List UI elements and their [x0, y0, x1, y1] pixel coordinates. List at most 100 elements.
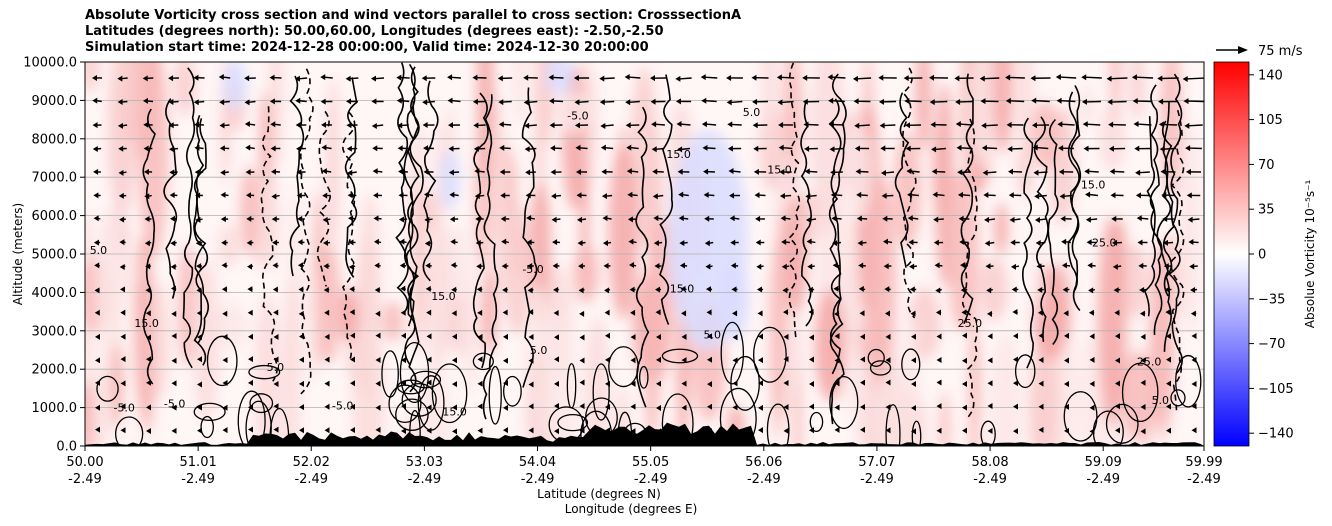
wind-vector [1089, 218, 1098, 221]
wind-vector-head [1081, 74, 1087, 81]
wind-vector-head [473, 145, 479, 152]
wind-vector-head [962, 332, 967, 339]
wind-vector-head [375, 404, 381, 411]
wind-vector-head [852, 75, 858, 82]
colorbar-label: Absolue Vorticity 10⁻⁵s⁻¹ [1303, 180, 1317, 329]
field-patch [915, 62, 932, 153]
wind-vector-head [705, 286, 711, 293]
contour-line [1021, 117, 1035, 369]
wind-vector-head [758, 357, 763, 364]
wind-vector-head [1187, 216, 1193, 223]
wind-vector-head [883, 263, 889, 270]
wind-vector-head [601, 168, 607, 175]
wind-vector-head [554, 334, 559, 341]
x-tick-label-lon: -2.49 [634, 472, 668, 487]
field-patch [1160, 62, 1183, 198]
wind-vector [197, 100, 205, 103]
wind-vector [935, 147, 946, 151]
wind-vector-head [707, 381, 712, 388]
wind-vector-head [830, 191, 836, 198]
wind-vector [451, 99, 461, 103]
wind-vector-head [704, 215, 710, 222]
wind-vector-head [681, 427, 687, 434]
contour-label: 15.0 [767, 163, 792, 176]
wind-vector-head [758, 333, 763, 340]
field-patch [303, 260, 319, 383]
wind-vector-head [94, 309, 100, 316]
wind-vector-head [194, 121, 200, 128]
wind-vector-head [1166, 356, 1171, 363]
wind-vector-head [681, 404, 687, 411]
wind-vector-head [550, 169, 556, 176]
wind-vector-head [981, 122, 987, 129]
contour-line [344, 77, 358, 278]
wind-vector-head [908, 239, 914, 246]
y-tick-label: 10000.0 [23, 56, 77, 71]
field-patch [137, 268, 157, 435]
contour-loop [566, 362, 577, 409]
wind-vector-head [903, 75, 909, 82]
wind-vector-head [399, 238, 405, 245]
field-patch [1031, 101, 1060, 169]
wind-vector-head [272, 286, 278, 293]
wind-vector-head [1140, 357, 1146, 364]
wind-vector-head [554, 428, 559, 435]
contour-loop [472, 352, 494, 371]
wind-vector-head [678, 191, 684, 198]
quiver-key-arrowhead [1238, 46, 1248, 54]
wind-vector-head [1064, 357, 1069, 364]
field-patch [511, 62, 531, 125]
wind-vector-head [807, 286, 813, 293]
wind-vector [248, 123, 256, 126]
wind-vector-head [1166, 333, 1171, 340]
wind-vector-head [145, 263, 151, 270]
wind-vector-head [244, 75, 250, 82]
wind-vector-head [145, 310, 151, 317]
wind-vector-head [732, 310, 738, 317]
colorbar-tick-label: 70 [1258, 158, 1275, 173]
wind-vector-head [806, 238, 812, 245]
wind-vector-head [194, 169, 200, 176]
wind-vector [1038, 194, 1047, 198]
wind-vector [553, 100, 563, 103]
wind-vector-head [936, 427, 942, 434]
wind-vector-head [1165, 309, 1171, 316]
wind-vector-head [885, 333, 891, 340]
wind-vector-head [1111, 215, 1117, 222]
wind-vector-head [197, 356, 202, 363]
wind-vector-head [936, 356, 942, 363]
field-patch [810, 62, 846, 234]
wind-vector-head [1034, 193, 1040, 200]
wind-vector-head [729, 215, 735, 222]
contour-loop [1063, 391, 1098, 442]
wind-vector [324, 76, 333, 79]
wind-vector-head [423, 191, 429, 198]
wind-vector-head [1113, 287, 1119, 294]
wind-vector-head [171, 333, 177, 340]
wind-vector-head [451, 286, 457, 293]
wind-vector-head [1137, 239, 1143, 246]
wind-vector-head [1011, 286, 1017, 293]
wind-vector-head [1006, 121, 1012, 128]
wind-vector-head [553, 310, 559, 317]
wind-vector [1060, 100, 1076, 103]
wind-vector-head [554, 356, 559, 363]
wind-vector [682, 193, 689, 197]
contour-label: 25.0 [1137, 355, 1162, 368]
wind-vector [983, 77, 1000, 80]
x-tick-label-lat: 57.07 [858, 455, 895, 470]
field-patch [978, 257, 1009, 321]
wind-vector-head [827, 74, 833, 81]
wind-vector-head [299, 333, 304, 340]
field-patch [992, 62, 1014, 154]
wind-vector-head [524, 146, 530, 153]
wind-vector-head [628, 262, 634, 269]
wind-vector-head [885, 357, 891, 364]
wind-vector-head [247, 309, 253, 316]
wind-vector-head [630, 403, 636, 410]
field-patch [268, 62, 284, 171]
wind-vector-head [933, 239, 939, 246]
contour-loop [410, 370, 442, 389]
wind-vector-head [675, 98, 681, 105]
wind-vector-head [577, 216, 583, 223]
